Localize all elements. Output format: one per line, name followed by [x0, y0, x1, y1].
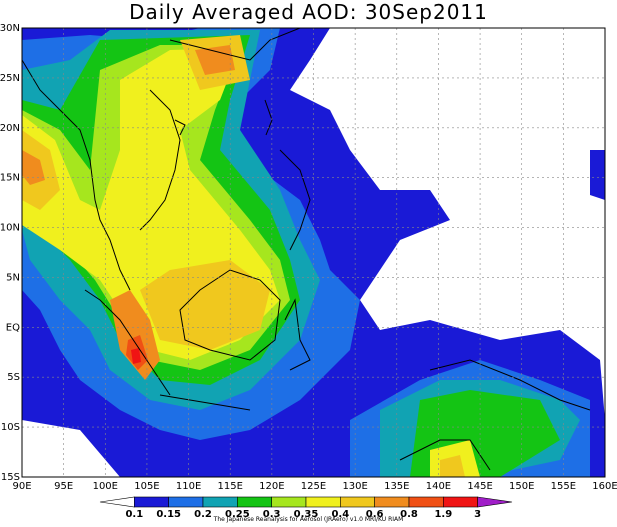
colorbar-swatch	[271, 496, 307, 508]
credit-text: The Japanese Reanalysis for Aerosol (JRA…	[213, 516, 404, 523]
coastline-china	[169, 28, 301, 61]
coastline-vietnam	[139, 89, 181, 231]
colorbar-label: 3	[474, 509, 481, 520]
lat-label: 10N	[0, 223, 20, 234]
clean-air-mid	[410, 230, 605, 330]
lat-label: EQ	[6, 322, 20, 333]
colorbar-swatch	[134, 496, 169, 508]
colorbar-label: 0.4	[331, 509, 349, 520]
colorbar-swatch	[99, 496, 135, 508]
colorbar-label: 0.35	[294, 509, 319, 520]
colorbar-swatch	[237, 496, 272, 508]
colorbar-swatch	[340, 496, 375, 508]
lat-label: 5N	[6, 272, 20, 283]
plot-frame	[21, 27, 606, 478]
aod-region-orange-sumatra	[110, 290, 160, 380]
coastline-java	[159, 394, 251, 411]
lon-label: 110E	[176, 481, 201, 492]
lon-label: 130E	[342, 481, 367, 492]
latitude-labels: 30N 25N 20N 15N 10N 5N EQ 5S 10S 15S	[0, 23, 20, 483]
lat-label: 10S	[1, 422, 20, 433]
aod-region-east	[590, 150, 605, 200]
coastline-philippines	[279, 149, 311, 251]
aod-region-peak	[131, 348, 141, 364]
chart-title: Daily Averaged AOD: 30Sep2011	[129, 0, 488, 24]
clean-air-pacific	[330, 28, 605, 190]
coastline-borneo	[179, 269, 281, 361]
lon-label: 150E	[509, 481, 534, 492]
colorbar-swatch	[477, 496, 513, 508]
lon-label: 160E	[592, 481, 617, 492]
clean-air-sw	[22, 420, 120, 477]
lat-label: 15N	[0, 173, 20, 184]
aod-region-orange-india	[22, 150, 45, 185]
coastlines	[22, 28, 591, 471]
coastline-indochina	[22, 59, 131, 291]
lon-label: 135E	[384, 481, 409, 492]
lon-label: 115E	[218, 481, 243, 492]
lon-label: 155E	[551, 481, 576, 492]
colorbar-label: 0.25	[225, 509, 250, 520]
lon-label: 100E	[93, 481, 118, 492]
colorbar-label: 0.3	[263, 509, 281, 520]
colorbar-label: 0.15	[156, 509, 181, 520]
colorbar-swatch	[168, 496, 204, 508]
lon-label: 90E	[12, 481, 31, 492]
coastline-sulawesi	[284, 298, 311, 371]
lat-label: 30N	[0, 23, 20, 34]
colorbar-swatch	[374, 496, 410, 508]
coastline-sumatra	[84, 289, 171, 396]
colorbar-swatch	[443, 496, 478, 508]
lon-label: 140E	[426, 481, 451, 492]
lat-label: 5S	[7, 372, 20, 383]
lon-label: 95E	[54, 481, 73, 492]
coastline-newguinea	[429, 359, 591, 411]
aod-region-orange-north	[195, 45, 235, 75]
longitude-labels: 90E 95E 100E 105E 110E 115E 120E 125E 130E 135E 14…	[12, 481, 617, 492]
lat-label: 20N	[0, 123, 20, 134]
lat-lon-grid	[22, 28, 605, 477]
colorbar: 0.1 0.15 0.2 0.25 0.3 0.35 0.4 0.6 0.8 1.9 3	[99, 496, 513, 520]
colorbar-swatch	[305, 496, 341, 508]
colorbar-label: 1.9	[434, 509, 452, 520]
coastline-hainan	[174, 119, 186, 136]
lat-label: 25N	[0, 73, 20, 84]
colorbar-swatch	[408, 496, 444, 508]
lon-label: 125E	[301, 481, 326, 492]
colorbar-label: 0.1	[125, 509, 143, 520]
aod-field	[22, 28, 605, 477]
colorbar-label: 0.8	[400, 509, 418, 520]
lon-label: 105E	[134, 481, 159, 492]
colorbar-label: 0.2	[194, 509, 212, 520]
lon-label: 145E	[467, 481, 492, 492]
colorbar-label: 0.6	[366, 509, 384, 520]
aod-region-australia-core	[440, 455, 465, 477]
lat-label: 15S	[1, 472, 20, 483]
lon-label: 120E	[259, 481, 284, 492]
colorbar-swatch	[202, 496, 238, 508]
